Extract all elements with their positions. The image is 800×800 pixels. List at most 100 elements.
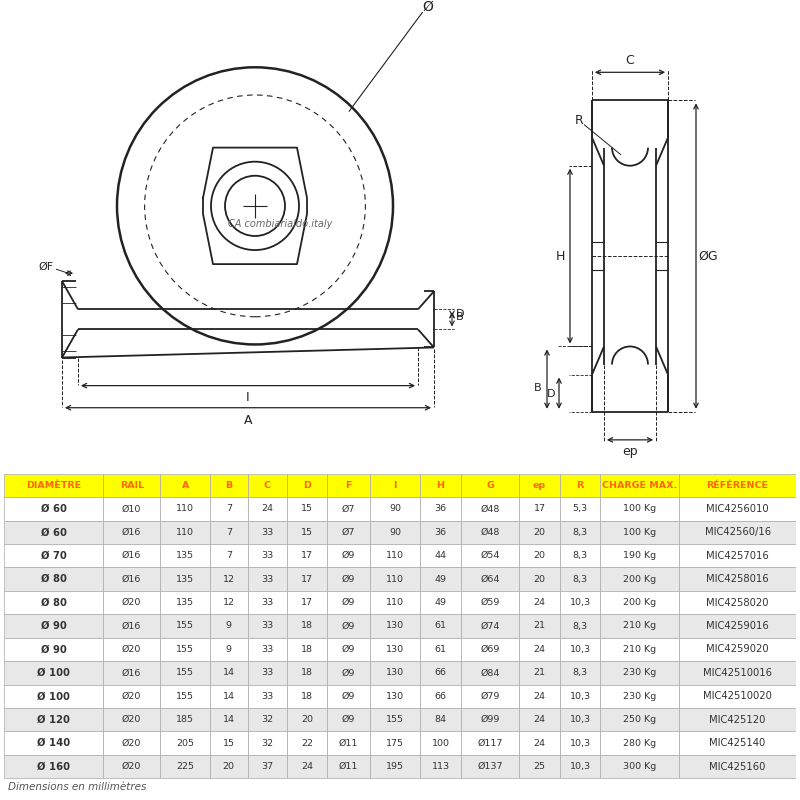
FancyBboxPatch shape [462, 567, 518, 591]
Text: 200 Kg: 200 Kg [623, 574, 656, 584]
FancyBboxPatch shape [600, 497, 679, 521]
Text: Ø20: Ø20 [122, 715, 142, 724]
FancyBboxPatch shape [518, 685, 560, 708]
FancyBboxPatch shape [420, 521, 462, 544]
Text: 24: 24 [534, 738, 546, 748]
FancyBboxPatch shape [247, 685, 287, 708]
Text: 66: 66 [434, 668, 446, 678]
Text: MIC425140: MIC425140 [710, 738, 766, 748]
FancyBboxPatch shape [103, 708, 161, 731]
Text: 210 Kg: 210 Kg [623, 622, 656, 630]
Text: Ø117: Ø117 [478, 738, 502, 748]
Text: 195: 195 [386, 762, 404, 771]
FancyBboxPatch shape [679, 591, 796, 614]
FancyBboxPatch shape [679, 544, 796, 567]
FancyBboxPatch shape [210, 591, 247, 614]
Text: 49: 49 [434, 598, 446, 607]
FancyBboxPatch shape [4, 521, 103, 544]
FancyBboxPatch shape [287, 544, 326, 567]
Text: 130: 130 [386, 645, 404, 654]
FancyBboxPatch shape [462, 591, 518, 614]
Text: Ø7: Ø7 [342, 528, 355, 537]
FancyBboxPatch shape [370, 544, 420, 567]
FancyBboxPatch shape [210, 708, 247, 731]
Text: Ø 80: Ø 80 [41, 598, 66, 607]
FancyBboxPatch shape [462, 544, 518, 567]
FancyBboxPatch shape [287, 708, 326, 731]
Text: Ø9: Ø9 [342, 668, 355, 678]
FancyBboxPatch shape [462, 497, 518, 521]
FancyBboxPatch shape [326, 591, 370, 614]
FancyBboxPatch shape [247, 661, 287, 685]
FancyBboxPatch shape [210, 638, 247, 661]
Text: 17: 17 [301, 551, 313, 560]
Text: B: B [456, 312, 464, 322]
FancyBboxPatch shape [462, 614, 518, 638]
Text: 155: 155 [176, 645, 194, 654]
FancyBboxPatch shape [560, 474, 600, 497]
FancyBboxPatch shape [600, 638, 679, 661]
FancyBboxPatch shape [420, 638, 462, 661]
Text: 61: 61 [434, 645, 446, 654]
Text: 110: 110 [386, 551, 404, 560]
FancyBboxPatch shape [518, 614, 560, 638]
FancyBboxPatch shape [370, 474, 420, 497]
Text: 110: 110 [176, 504, 194, 514]
FancyBboxPatch shape [370, 638, 420, 661]
Text: 130: 130 [386, 668, 404, 678]
FancyBboxPatch shape [247, 497, 287, 521]
Text: Ø20: Ø20 [122, 692, 142, 701]
FancyBboxPatch shape [370, 497, 420, 521]
Text: MIC4258020: MIC4258020 [706, 598, 769, 607]
Text: MIC425120: MIC425120 [710, 714, 766, 725]
Text: MIC4257016: MIC4257016 [706, 550, 769, 561]
Text: I: I [394, 481, 397, 490]
FancyBboxPatch shape [560, 755, 600, 778]
FancyBboxPatch shape [560, 638, 600, 661]
FancyBboxPatch shape [247, 567, 287, 591]
Text: R: R [574, 114, 583, 127]
Text: 24: 24 [301, 762, 313, 771]
Text: Ø11: Ø11 [339, 738, 358, 748]
Text: 32: 32 [262, 715, 274, 724]
Text: Ø 160: Ø 160 [37, 762, 70, 771]
Text: Ø 100: Ø 100 [37, 668, 70, 678]
FancyBboxPatch shape [4, 685, 103, 708]
Text: 8,3: 8,3 [573, 551, 588, 560]
FancyBboxPatch shape [420, 685, 462, 708]
Text: Ø69: Ø69 [481, 645, 500, 654]
Text: 17: 17 [534, 504, 546, 514]
Text: 155: 155 [176, 668, 194, 678]
FancyBboxPatch shape [462, 708, 518, 731]
Text: Dimensions en millimètres: Dimensions en millimètres [8, 782, 146, 791]
Text: Ø137: Ø137 [478, 762, 503, 771]
FancyBboxPatch shape [600, 544, 679, 567]
Text: 33: 33 [262, 692, 274, 701]
FancyBboxPatch shape [247, 591, 287, 614]
Text: 10,3: 10,3 [570, 692, 590, 701]
FancyBboxPatch shape [287, 755, 326, 778]
Text: 110: 110 [386, 574, 404, 584]
FancyBboxPatch shape [420, 497, 462, 521]
Text: 33: 33 [262, 668, 274, 678]
FancyBboxPatch shape [287, 591, 326, 614]
FancyBboxPatch shape [103, 685, 161, 708]
FancyBboxPatch shape [518, 521, 560, 544]
FancyBboxPatch shape [518, 755, 560, 778]
Text: 20: 20 [301, 715, 313, 724]
FancyBboxPatch shape [210, 474, 247, 497]
Text: ep: ep [622, 446, 638, 458]
FancyBboxPatch shape [370, 614, 420, 638]
FancyBboxPatch shape [287, 497, 326, 521]
Text: 9: 9 [226, 622, 232, 630]
Text: 280 Kg: 280 Kg [623, 738, 656, 748]
Text: H: H [437, 481, 445, 490]
Text: 9: 9 [226, 645, 232, 654]
Text: 24: 24 [262, 504, 274, 514]
Text: 7: 7 [226, 528, 232, 537]
FancyBboxPatch shape [462, 638, 518, 661]
Text: 44: 44 [434, 551, 446, 560]
FancyBboxPatch shape [326, 638, 370, 661]
FancyBboxPatch shape [247, 708, 287, 731]
Text: Ø9: Ø9 [342, 551, 355, 560]
